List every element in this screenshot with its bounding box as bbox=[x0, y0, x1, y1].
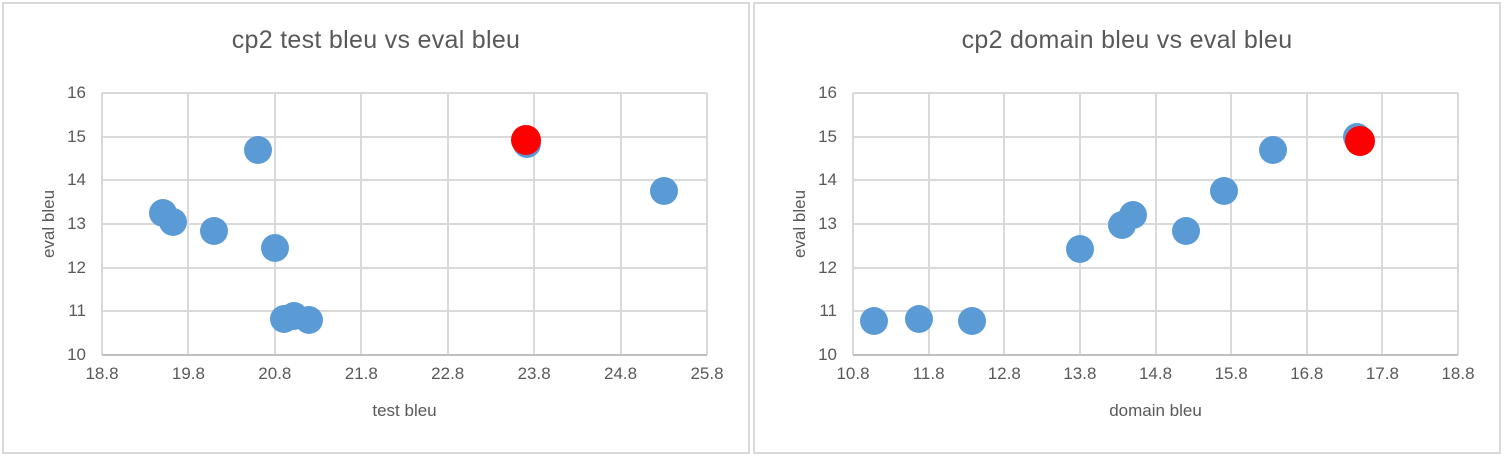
data-point bbox=[158, 207, 187, 236]
data-point bbox=[1258, 135, 1287, 164]
x-axis-line bbox=[102, 354, 707, 356]
plot-area bbox=[852, 92, 1459, 356]
data-point bbox=[1118, 201, 1147, 230]
chart-title: cp2 domain bleu vs eval bleu bbox=[961, 26, 1293, 54]
data-point bbox=[1065, 235, 1094, 264]
x-axis-ticks: 18.8 19.8 20.8 21.8 22.8 23.8 24.8 25.8 bbox=[85, 364, 723, 386]
x-tick-label: 17.8 bbox=[1365, 364, 1399, 383]
x-axis-title: test bleu bbox=[372, 401, 437, 420]
gridline-horizontal bbox=[853, 266, 1458, 269]
y-tick-label: 10 bbox=[67, 345, 86, 364]
chart-panel-test-bleu: cp2 test bleu vs eval bleu eval bleu 18.… bbox=[2, 2, 750, 454]
data-point bbox=[958, 306, 987, 335]
x-tick-label: 25.8 bbox=[690, 364, 724, 383]
x-tick-label: 15.8 bbox=[1214, 364, 1248, 383]
gridline-horizontal bbox=[853, 92, 1458, 94]
data-point bbox=[1171, 216, 1200, 245]
y-tick-label: 13 bbox=[818, 214, 837, 233]
y-axis-ticks: 16 15 14 13 12 11 10 bbox=[4, 83, 86, 364]
data-point bbox=[904, 305, 933, 334]
x-tick-label: 14.8 bbox=[1138, 364, 1173, 383]
data-point bbox=[1209, 177, 1238, 206]
chart-title: cp2 test bleu vs eval bleu bbox=[231, 26, 521, 54]
y-tick-label: 10 bbox=[818, 345, 837, 364]
gridline-horizontal bbox=[102, 223, 707, 225]
gridline-horizontal bbox=[853, 310, 1458, 313]
gridline-horizontal bbox=[102, 310, 707, 313]
gridline-horizontal bbox=[102, 135, 707, 138]
gridline-horizontal bbox=[853, 223, 1458, 225]
gridline-horizontal bbox=[853, 179, 1458, 182]
selected-data-point bbox=[510, 124, 541, 155]
y-tick-label: 16 bbox=[67, 83, 86, 102]
gridline-horizontal bbox=[102, 92, 707, 94]
x-tick-label: 11.8 bbox=[912, 364, 945, 383]
gridline-vertical bbox=[1457, 93, 1459, 355]
y-tick-label: 12 bbox=[818, 257, 837, 277]
x-axis-line bbox=[853, 354, 1458, 356]
y-tick-label: 14 bbox=[818, 170, 837, 190]
chart-panel-domain-bleu: cp2 domain bleu vs eval bleu eval bleu 1… bbox=[753, 2, 1501, 454]
y-tick-label: 13 bbox=[67, 214, 86, 233]
x-axis-ticks: 10.8 11.8 12.8 13.8 14.8 15.8 16.8 17.8 18.8 bbox=[836, 364, 1474, 386]
y-tick-label: 15 bbox=[818, 126, 837, 146]
x-tick-label: 22.8 bbox=[431, 364, 465, 383]
y-axis-ticks: 16 15 14 13 12 11 10 bbox=[755, 83, 837, 364]
x-tick-label: 24.8 bbox=[604, 364, 638, 383]
y-tick-label: 12 bbox=[67, 257, 86, 277]
x-tick-label: 16.8 bbox=[1290, 364, 1324, 383]
data-point bbox=[243, 135, 272, 164]
y-tick-label: 11 bbox=[819, 301, 837, 321]
plot-area bbox=[101, 92, 708, 356]
data-point bbox=[200, 216, 229, 245]
x-tick-label: 21.8 bbox=[344, 364, 378, 383]
x-tick-label: 18.8 bbox=[85, 364, 119, 383]
gridline-horizontal bbox=[853, 135, 1458, 138]
y-tick-label: 11 bbox=[68, 301, 86, 321]
data-point bbox=[260, 234, 289, 263]
y-tick-label: 16 bbox=[818, 83, 837, 102]
y-tick-label: 14 bbox=[67, 170, 86, 190]
x-tick-label: 18.8 bbox=[1441, 364, 1475, 383]
x-axis-title: domain bleu bbox=[1109, 401, 1202, 420]
selected-data-point bbox=[1344, 126, 1375, 157]
data-point bbox=[649, 177, 678, 206]
x-tick-label: 20.8 bbox=[258, 364, 292, 383]
x-tick-label: 19.8 bbox=[171, 364, 205, 383]
gridline-horizontal bbox=[102, 179, 707, 182]
gridline-vertical bbox=[706, 93, 708, 355]
x-tick-label: 12.8 bbox=[987, 364, 1021, 383]
gridline-horizontal bbox=[102, 266, 707, 269]
x-tick-label: 13.8 bbox=[1063, 364, 1097, 383]
data-point bbox=[860, 306, 889, 335]
x-tick-label: 10.8 bbox=[836, 364, 870, 383]
y-tick-label: 15 bbox=[67, 126, 86, 146]
x-tick-label: 23.8 bbox=[517, 364, 551, 383]
data-point bbox=[295, 306, 324, 335]
